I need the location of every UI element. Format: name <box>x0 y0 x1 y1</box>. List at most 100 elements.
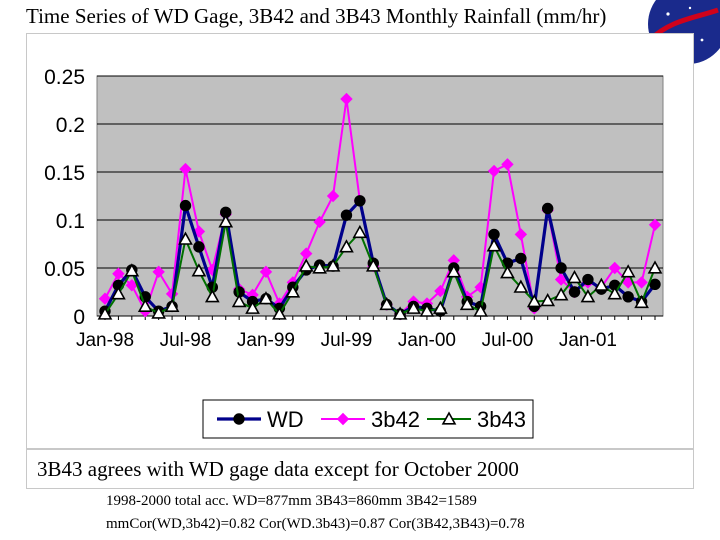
legend-label: WD <box>267 407 304 432</box>
data-point-3b43 <box>459 296 475 311</box>
data-point-3b43 <box>647 260 663 274</box>
data-point-3b43 <box>567 269 582 284</box>
data-point-3b42 <box>340 92 353 106</box>
data-point-3b43 <box>513 279 529 293</box>
x-tick-label: Jan-00 <box>398 330 456 351</box>
data-point-3b43 <box>365 258 381 272</box>
logo-star <box>666 12 670 16</box>
y-tick-label: 0.15 <box>44 162 85 185</box>
x-tick-label: Jul-00 <box>482 330 534 351</box>
data-point-3b43 <box>137 298 153 313</box>
y-tick-label: 0 <box>73 306 85 329</box>
data-point-3b43 <box>231 293 247 308</box>
data-point-3b43 <box>419 303 435 317</box>
data-point-wd <box>488 228 500 241</box>
data-point-3b42 <box>487 164 501 178</box>
note-box: 3B43 agrees with WD gage data except for… <box>26 449 694 489</box>
data-point-wd <box>193 241 205 253</box>
note-text: 3B43 agrees with WD gage data except for… <box>37 457 519 481</box>
data-point-3b43 <box>272 306 287 320</box>
plot-area <box>96 75 664 317</box>
data-point-3b43 <box>526 293 542 308</box>
y-axis-ticks: 0 0.05 0.1 0.15 0.2 0.25 <box>44 66 85 329</box>
data-point-3b43 <box>634 294 649 309</box>
data-point-3b43 <box>97 306 113 320</box>
data-point-3b43 <box>339 239 354 253</box>
data-point-wd <box>568 286 581 298</box>
series-layer <box>97 92 663 321</box>
data-point-wd <box>582 273 594 286</box>
data-point-wd <box>340 209 353 221</box>
data-point-wd <box>555 262 567 274</box>
legend-entry-wd: WD <box>217 407 304 432</box>
data-point-3b43 <box>312 260 327 274</box>
data-point-3b43 <box>406 300 421 314</box>
stats-line-1: 1998-2000 total acc. WD=877mm 3B43=860mm… <box>106 493 477 509</box>
chart-frame: 0 0.05 0.1 0.15 0.2 0.25 Jan-98 Jul-98 Jan-99 Ju… <box>26 33 694 449</box>
data-point-3b42 <box>514 228 528 241</box>
legend-marker <box>441 411 457 425</box>
data-point-3b42 <box>501 158 514 171</box>
legend-entry-3b42: 3b42 <box>321 407 420 432</box>
y-tick-label: 0.1 <box>56 210 85 233</box>
data-point-3b42 <box>259 265 273 279</box>
data-point-3b43 <box>191 263 207 277</box>
legend-entry-3b43: 3b43 <box>427 407 526 432</box>
data-point-3b42 <box>112 267 125 280</box>
data-point-wd <box>622 291 634 303</box>
data-point-3b43 <box>204 289 220 303</box>
data-point-3b43 <box>164 298 180 313</box>
data-point-3b42 <box>125 279 139 292</box>
legend-label: 3b43 <box>477 407 526 432</box>
data-point-3b43 <box>580 289 596 303</box>
data-point-wd <box>515 252 527 265</box>
data-point-3b43 <box>593 277 609 291</box>
data-point-wd <box>179 199 192 212</box>
y-tick-label: 0.05 <box>44 258 85 281</box>
data-point-3b43 <box>258 291 274 305</box>
data-point-3b43 <box>151 305 167 319</box>
logo-star <box>700 38 704 42</box>
data-point-3b43 <box>285 284 301 298</box>
data-point-3b42 <box>434 284 447 298</box>
data-point-3b43 <box>607 286 623 300</box>
slide-title: Time Series of WD Gage, 3B42 and 3B43 Mo… <box>26 4 607 28</box>
y-tick-label: 0.2 <box>56 114 85 137</box>
stats-line-2: mmCor(WD,3b42)=0.82 Cor(WD.3b43)=0.87 Co… <box>106 516 525 532</box>
data-point-3b43 <box>446 264 462 278</box>
x-tick-label: Jan-98 <box>76 330 134 351</box>
gridlines <box>97 75 663 317</box>
data-point-3b42 <box>326 189 340 203</box>
data-point-wd <box>354 195 366 207</box>
data-point-3b43 <box>111 286 126 300</box>
series-3b43 <box>97 214 663 320</box>
x-tick-label: Jul-99 <box>321 330 373 351</box>
data-point-3b42 <box>152 265 165 279</box>
data-point-3b43 <box>245 300 260 314</box>
data-point-3b43 <box>620 264 636 278</box>
x-axis-ticks: Jan-98 Jul-98 Jan-99 Jul-99 Jan-00 Jul-00 Jan-… <box>76 316 656 351</box>
data-point-3b43 <box>500 265 515 279</box>
data-point-3b43 <box>218 214 234 228</box>
data-point-3b43 <box>433 300 448 314</box>
data-point-3b43 <box>379 296 395 311</box>
data-point-3b43 <box>325 258 341 272</box>
data-point-wd <box>649 278 661 291</box>
data-point-3b43 <box>473 303 488 317</box>
data-point-3b43 <box>392 306 408 320</box>
legend-marker <box>336 412 350 426</box>
data-point-3b42 <box>179 162 192 176</box>
x-tick-label: Jul-98 <box>160 330 212 351</box>
data-point-3b42 <box>313 215 326 229</box>
legend: WD 3b42 3b43 <box>202 399 534 439</box>
data-point-3b42 <box>98 292 112 305</box>
legend-label: 3b42 <box>371 407 420 432</box>
rainfall-chart: 0 0.05 0.1 0.15 0.2 0.25 Jan-98 Jul-98 Jan-99 Ju… <box>44 66 664 439</box>
data-point-3b43 <box>486 238 502 252</box>
logo-star <box>688 6 692 10</box>
x-tick-label: Jan-99 <box>237 330 295 351</box>
data-point-3b42 <box>635 276 648 289</box>
data-point-3b42 <box>648 218 662 232</box>
y-tick-label: 0.25 <box>44 66 85 89</box>
legend-marker <box>233 413 245 425</box>
